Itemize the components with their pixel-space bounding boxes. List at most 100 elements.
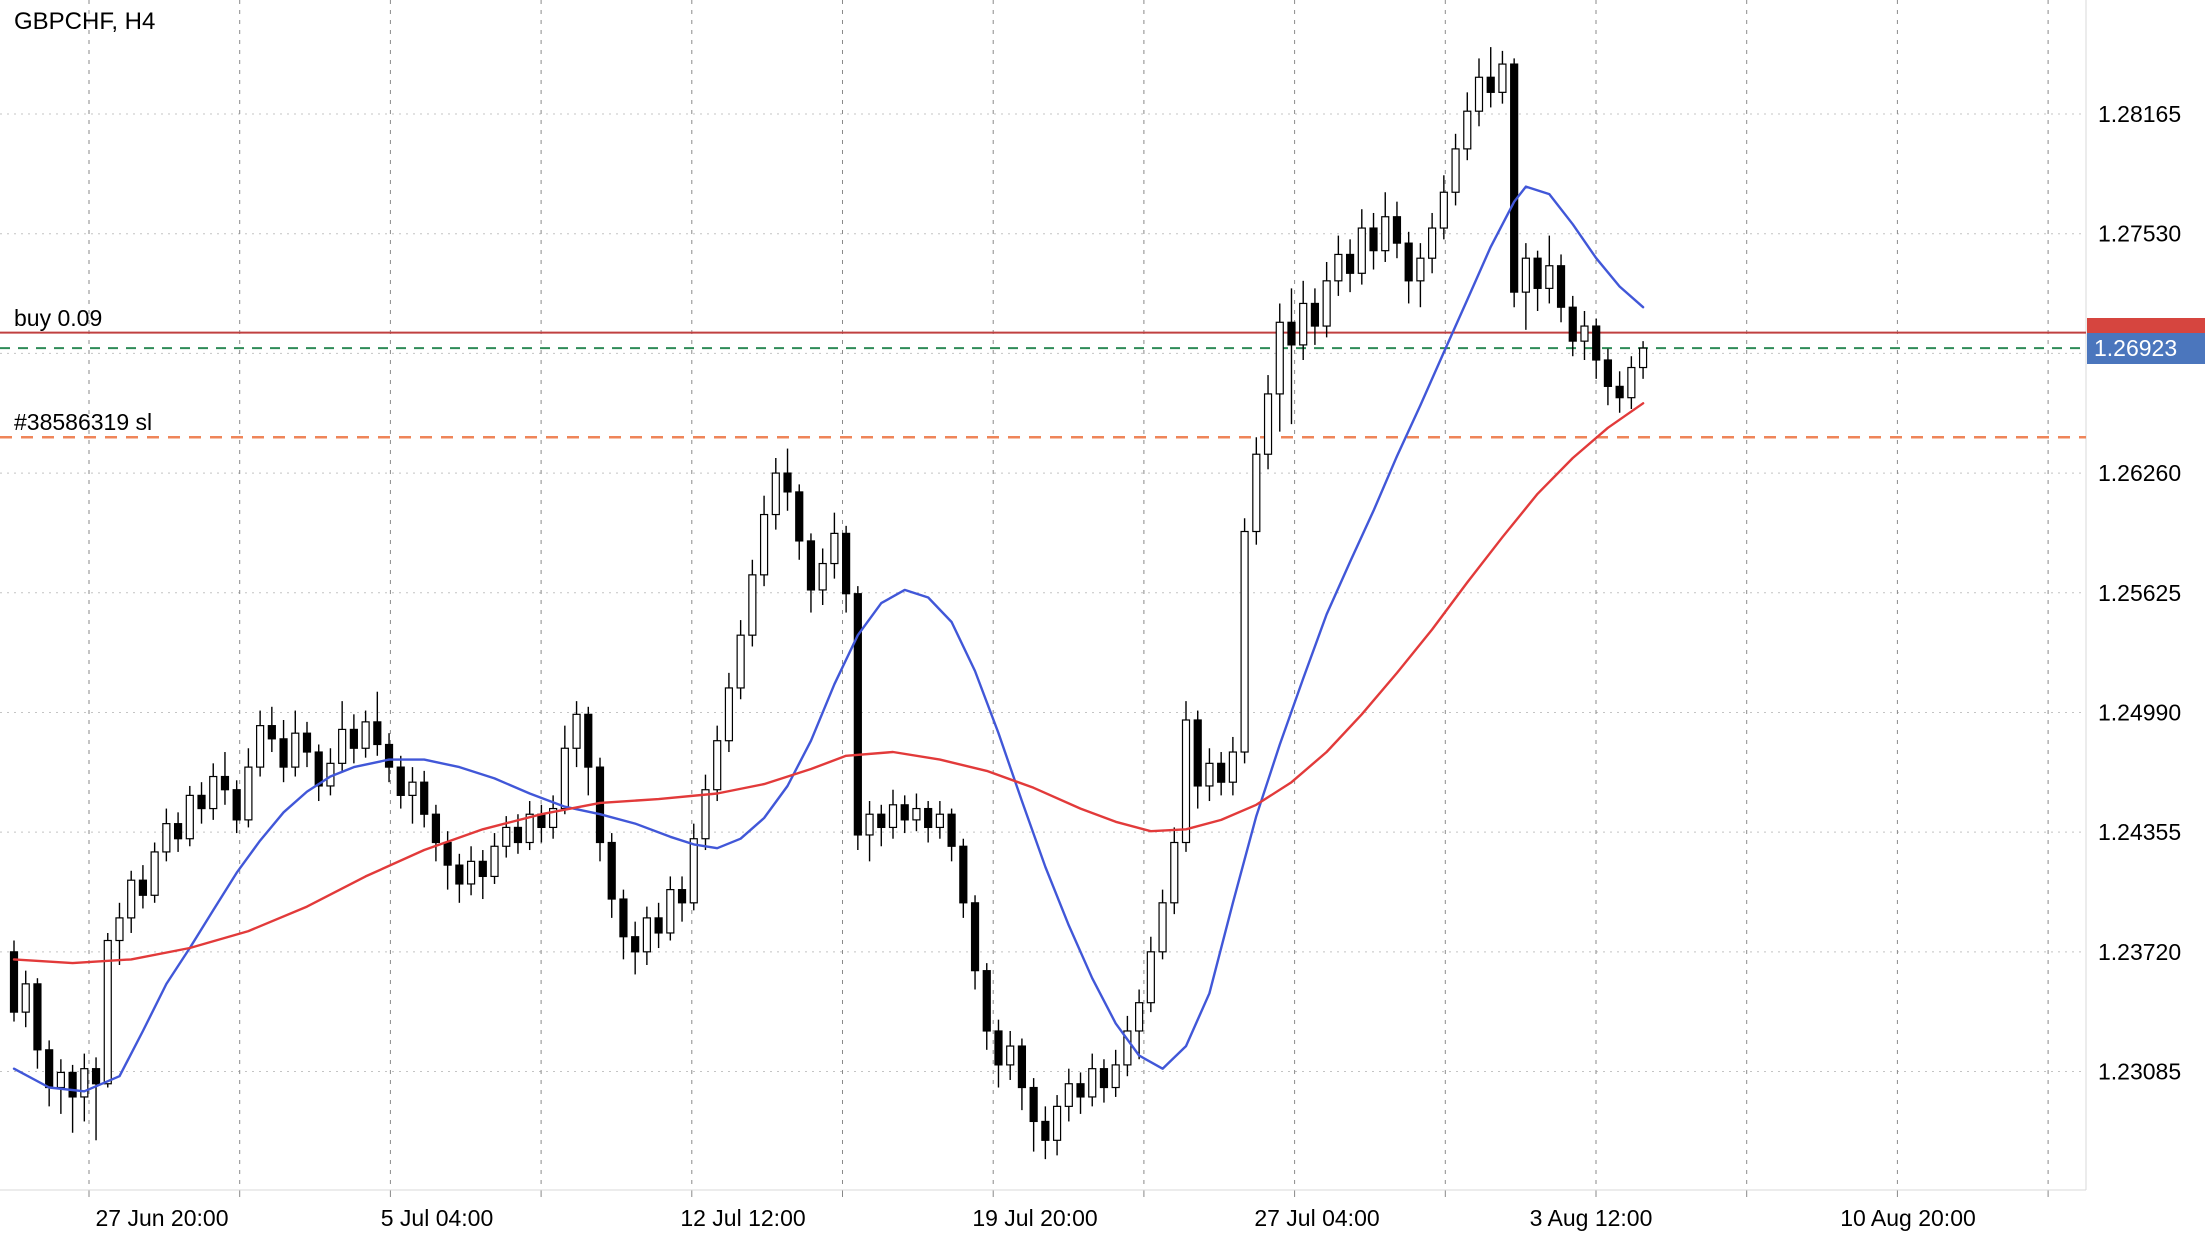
candle-body — [466, 860, 476, 885]
vertical-gridlines — [0, 0, 2087, 1197]
candle-body — [677, 889, 687, 904]
candle-body — [1357, 227, 1366, 274]
candle-body — [185, 794, 194, 840]
candle-body — [1638, 347, 1648, 369]
price-label: 1.26260 — [2098, 460, 2181, 486]
time-label: 27 Jul 04:00 — [1254, 1205, 1379, 1231]
candle-body — [701, 789, 710, 840]
candle-body — [888, 804, 898, 829]
candle-body — [1345, 253, 1355, 274]
price-label: 1.25625 — [2098, 580, 2181, 606]
candle-body — [115, 917, 124, 942]
candle-body — [91, 1068, 101, 1085]
candle-body — [759, 513, 769, 576]
candle-body — [748, 574, 757, 636]
candle-body — [1498, 63, 1507, 93]
candle-body — [1545, 265, 1554, 289]
candle-body — [1146, 951, 1155, 1004]
candle-body — [595, 766, 605, 844]
candle-body — [549, 807, 558, 829]
time-label: 5 Jul 04:00 — [381, 1205, 494, 1231]
candle-body — [9, 951, 19, 1013]
price-label: 1.27530 — [2098, 221, 2181, 247]
candle-body — [349, 728, 358, 749]
candle-body — [853, 593, 862, 836]
candle-body — [666, 889, 675, 934]
candle-body — [1451, 148, 1460, 193]
candle-body — [877, 813, 886, 829]
candle-body — [1334, 253, 1343, 282]
candle-body — [689, 838, 698, 904]
candle-body — [1404, 242, 1413, 282]
ma-slow-line — [12, 402, 1645, 965]
symbol-label: GBPCHF, H4 — [14, 8, 156, 35]
candle-body — [1627, 366, 1636, 399]
candle-body — [162, 823, 171, 853]
candle-body — [513, 826, 523, 844]
candle-body — [431, 813, 441, 844]
ma-fast-line — [12, 185, 1645, 1093]
candle-body — [1568, 306, 1577, 342]
candle-body — [654, 917, 663, 934]
candle-body — [1099, 1068, 1109, 1089]
candle-body — [795, 491, 804, 542]
time-label: 12 Jul 12:00 — [680, 1205, 805, 1231]
candle-body — [607, 841, 616, 900]
candle-body — [1592, 325, 1601, 361]
candle-body — [1064, 1083, 1073, 1107]
price-label: 1.24355 — [2098, 819, 2181, 845]
time-label: 27 Jun 20:00 — [95, 1205, 228, 1231]
candle-body — [173, 823, 183, 840]
buy-order-label: buy 0.09 — [14, 304, 103, 331]
candle-body — [713, 740, 722, 791]
candle-body — [1240, 530, 1249, 753]
candle-body — [232, 789, 241, 821]
candle-body — [478, 860, 487, 878]
candle-body — [244, 766, 253, 821]
candle-body — [1123, 1030, 1132, 1066]
candle-body — [1170, 841, 1179, 904]
candle-body — [443, 841, 452, 866]
price-label: 1.24990 — [2098, 699, 2181, 725]
candle-body — [842, 532, 851, 595]
candle-body — [408, 781, 417, 796]
candle-body — [1580, 325, 1589, 342]
candle-body — [935, 813, 944, 829]
candle-body — [900, 804, 909, 821]
candle-body — [736, 634, 745, 689]
candle-body — [1603, 359, 1613, 387]
candle-body — [490, 845, 499, 878]
candle-body — [256, 725, 265, 768]
candle-body — [1521, 257, 1530, 293]
candle-body — [33, 983, 42, 1051]
candle-body — [724, 687, 734, 742]
candle-body — [1252, 453, 1261, 533]
candle-body — [631, 936, 640, 953]
candle-body — [209, 775, 218, 810]
candle-body — [373, 721, 382, 746]
candle-body — [1111, 1064, 1120, 1089]
price-label: 1.23720 — [2098, 939, 2181, 965]
candle-body — [537, 813, 546, 829]
candle-body — [80, 1068, 89, 1098]
candle-body — [830, 532, 839, 565]
candle-body — [1205, 762, 1214, 787]
candle-body — [1486, 76, 1495, 93]
candle-body — [1322, 280, 1331, 327]
time-axis-labels[interactable]: 27 Jun 20:00 5 Jul 04:00 12 Jul 12:00 19 Ju… — [95, 1205, 1975, 1231]
candle-body — [267, 725, 276, 740]
candle-body — [584, 713, 593, 768]
horizontal-gridlines — [0, 113, 2086, 1072]
candle-body — [220, 775, 230, 791]
candle-body — [384, 743, 394, 768]
candle-body — [1228, 751, 1237, 783]
candle-body — [361, 721, 370, 749]
candle-body — [1381, 216, 1390, 252]
candle-body — [1463, 110, 1472, 150]
candle-body — [572, 713, 581, 749]
candle-body — [420, 781, 429, 815]
candle-body — [525, 813, 534, 844]
